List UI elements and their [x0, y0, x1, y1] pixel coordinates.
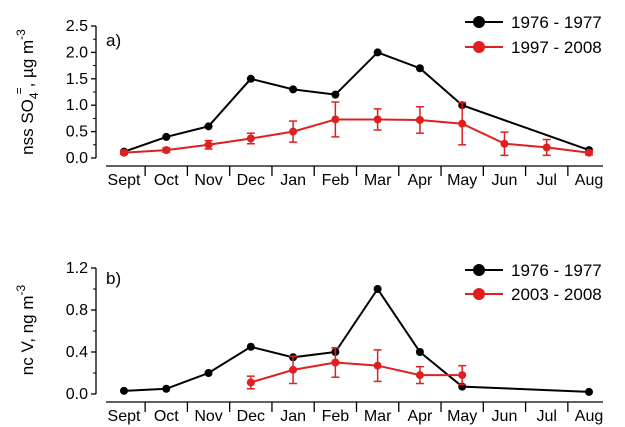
y-tick-label: 0.8	[66, 302, 88, 319]
legend-label: 1997 - 2008	[511, 38, 602, 57]
x-tick-label: Mar	[364, 172, 392, 189]
data-point	[246, 74, 255, 83]
y-tick-label: 1.0	[66, 97, 88, 114]
x-tick-label: Jan	[280, 172, 306, 189]
series-line	[123, 287, 590, 393]
y-axis-label: nss SO4=, µg m-3	[12, 29, 41, 155]
x-tick-label: Feb	[322, 408, 350, 425]
data-point	[500, 139, 509, 148]
data-point	[162, 384, 171, 393]
x-tick-label: Mar	[364, 408, 392, 425]
legend-label: 1976 - 1977	[511, 261, 602, 280]
x-tick-label: Dec	[237, 408, 265, 425]
y-tick-label: 0.5	[66, 124, 88, 141]
legend-marker	[473, 41, 485, 53]
y-tick-label: 1.2	[66, 260, 88, 277]
series-1	[246, 347, 467, 390]
data-point	[415, 64, 424, 73]
x-tick-label: Apr	[407, 408, 433, 425]
x-tick-label: Nov	[194, 172, 222, 189]
y-tick-label: 0.4	[66, 344, 88, 361]
x-tick-label: Apr	[407, 172, 433, 189]
data-point	[162, 132, 171, 141]
y-label-subscript: 4	[27, 92, 41, 99]
legend-marker	[473, 264, 485, 276]
data-point	[458, 371, 467, 380]
x-tick-label: Jul	[537, 172, 557, 189]
data-point	[331, 358, 340, 367]
series-line	[250, 361, 463, 384]
data-point	[415, 348, 424, 356]
y-label-main: nc V, ng m	[18, 295, 37, 375]
data-point	[585, 148, 593, 157]
y-tick-label: 0.0	[66, 386, 88, 403]
x-tick-label: Oct	[154, 408, 179, 425]
y-tick-label: 0.0	[66, 150, 88, 167]
x-tick-label: Sept	[108, 172, 141, 189]
data-point	[415, 371, 424, 380]
data-point	[542, 143, 551, 152]
data-point	[373, 48, 382, 57]
legend-label: 2003 - 2008	[511, 285, 602, 304]
data-point	[373, 361, 382, 370]
x-tick-label: Sept	[108, 408, 141, 425]
data-point	[289, 127, 298, 136]
data-point	[246, 378, 255, 387]
x-tick-label: Jun	[492, 172, 518, 189]
legend-marker	[473, 288, 485, 300]
y-axis-label: nc V, ng m-3	[14, 284, 37, 375]
x-tick-label: Aug	[575, 408, 603, 425]
data-point	[246, 134, 255, 143]
x-tick-label: Oct	[154, 172, 179, 189]
y-label-unit-superscript: -3	[14, 284, 28, 295]
legend-label: 1976 - 1977	[511, 13, 602, 32]
data-point	[120, 386, 128, 395]
data-point	[373, 285, 382, 293]
x-tick-label: Dec	[237, 172, 265, 189]
legend-marker	[473, 16, 485, 28]
data-point	[331, 90, 340, 99]
data-point	[204, 122, 213, 131]
series-0	[120, 48, 593, 156]
data-point	[289, 365, 298, 374]
data-point	[415, 115, 424, 124]
data-point	[204, 140, 213, 149]
y-label-main: nss SO	[18, 99, 37, 155]
data-point	[373, 115, 382, 124]
y-label-superscript: =	[12, 87, 26, 94]
x-tick-label: Jan	[280, 408, 306, 425]
x-tick-label: Aug	[575, 172, 603, 189]
y-label-unit-superscript: -3	[14, 29, 28, 40]
y-tick-label: 2.0	[66, 44, 88, 61]
data-point	[289, 85, 298, 94]
panel-label: b)	[106, 269, 121, 288]
x-tick-label: Nov	[194, 408, 222, 425]
x-tick-label: Feb	[322, 172, 350, 189]
series-1	[120, 101, 593, 157]
y-tick-label: 1.5	[66, 71, 88, 88]
data-point	[162, 146, 171, 155]
y-tick-label: 2.5	[66, 18, 88, 35]
x-tick-label: May	[447, 172, 477, 189]
panel-b: 0.0 0.4 0.8 1.2 Sept Oct Nov Dec Jan Feb Mar Apr May…	[14, 260, 603, 425]
x-tick-label: Jun	[492, 408, 518, 425]
x-tick-label: Jul	[537, 408, 557, 425]
data-point	[204, 369, 213, 377]
data-point	[120, 148, 128, 157]
panel-label: a)	[106, 31, 121, 50]
panel-a: 0.0 0.5 1.0 1.5 2.0 2.5 Sept Oct Nov Dec Jan Feb Mar…	[12, 13, 603, 189]
y-label-unit: , µg m	[18, 40, 37, 88]
data-point	[585, 387, 593, 396]
data-point	[246, 342, 255, 351]
series-line	[123, 51, 590, 153]
data-point	[331, 115, 340, 124]
x-tick-label: May	[447, 408, 477, 425]
series-line	[123, 118, 590, 154]
data-point	[458, 119, 467, 128]
